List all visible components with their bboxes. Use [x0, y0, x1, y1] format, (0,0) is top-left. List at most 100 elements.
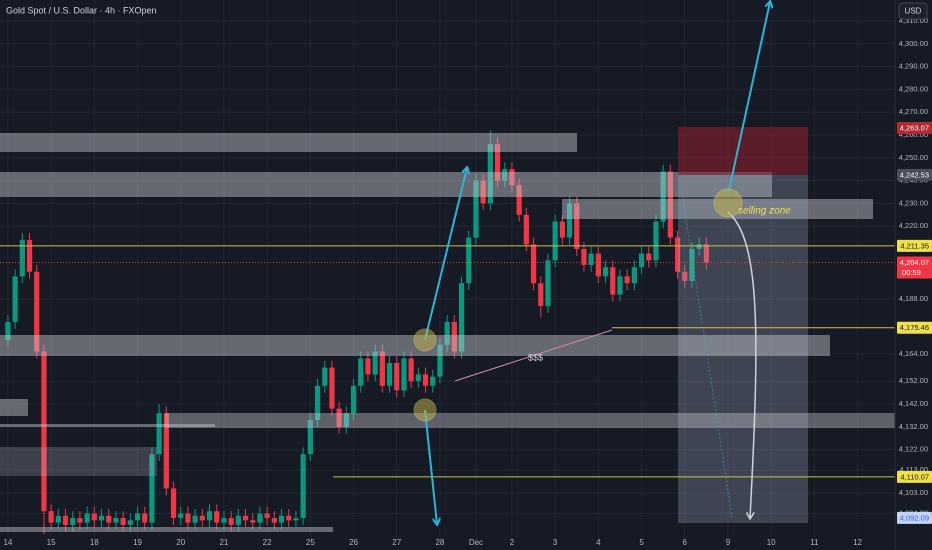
- y-tick-label: 4,113.00: [899, 465, 928, 474]
- candle-body: [91, 513, 97, 521]
- candle-body: [178, 513, 184, 519]
- candle-body: [41, 351, 47, 512]
- y-tick-label: 4,152.00: [899, 376, 928, 385]
- x-tick-label: 12: [853, 538, 862, 547]
- candle-body: [350, 385, 357, 414]
- candle-body: [235, 515, 241, 525]
- x-tick-label: 11: [810, 538, 819, 547]
- currency-button[interactable]: [898, 2, 928, 20]
- candle-body: [394, 363, 400, 391]
- candle-body: [682, 271, 688, 281]
- candle-body: [516, 185, 522, 215]
- circle: [413, 328, 437, 352]
- candle-body: [545, 260, 551, 307]
- price-label-box: [897, 239, 932, 252]
- y-tick-label: 4,132.00: [899, 422, 928, 431]
- price-label: 4,092.09: [900, 513, 929, 522]
- y-tick-label: 4,250.00: [899, 153, 928, 162]
- candle-body: [221, 518, 227, 523]
- x-tick-label: 18: [90, 538, 99, 547]
- x-axis: 14 15 18 19 20 21 22 25 26 27 28 Dec 2 3 4 5 6 9 10 11 12: [3, 538, 862, 547]
- candle-body: [34, 271, 40, 352]
- candle-body: [278, 515, 285, 523]
- x-tick-label: 26: [349, 538, 358, 547]
- candle-body: [55, 515, 61, 523]
- price-label-box: [897, 122, 932, 135]
- stop-zone: [678, 127, 808, 175]
- price-label: 4,263.07: [900, 123, 929, 132]
- candle-body: [163, 413, 169, 489]
- candle-body: [12, 276, 18, 322]
- x-tick-label: 10: [767, 538, 776, 547]
- candle-body: [415, 374, 421, 382]
- candle-body: [48, 511, 54, 523]
- candle-body: [487, 144, 493, 204]
- candle-body: [703, 244, 709, 263]
- candle-body: [566, 203, 573, 238]
- x-tick-label: 2: [510, 538, 515, 547]
- price-label-box: [897, 470, 932, 483]
- y-tick-label: 4,103.00: [899, 488, 928, 497]
- zone: [0, 424, 215, 427]
- x-tick-label: 6: [683, 538, 688, 547]
- candle-body: [271, 518, 277, 523]
- grid: [0, 0, 895, 540]
- candle-body: [638, 253, 645, 268]
- candle-body: [437, 344, 443, 377]
- candle-body: [149, 454, 155, 523]
- y-tick-label: 4,280.00: [899, 84, 928, 93]
- candle-body: [602, 267, 609, 277]
- candle-body: [523, 214, 529, 245]
- candle-body: [538, 283, 544, 307]
- candle-body: [322, 367, 328, 386]
- countdown: 00:59: [902, 268, 921, 277]
- candle-body: [430, 376, 436, 386]
- candle-body: [70, 518, 76, 525]
- candle-body: [372, 351, 378, 375]
- candle-body: [530, 244, 537, 284]
- candle-body: [170, 488, 177, 519]
- price-label: 4,242.53: [900, 170, 929, 179]
- x-tick-label: 5: [639, 538, 644, 547]
- x-tick-label: 22: [263, 538, 272, 547]
- circle: [713, 188, 743, 218]
- annotation: $$$: [528, 352, 543, 362]
- candle-body: [509, 169, 515, 186]
- candle-body: [19, 239, 25, 277]
- candle-body: [458, 283, 465, 352]
- candle-body: [300, 454, 306, 519]
- candle-body: [113, 518, 119, 523]
- y-tick-label: 4,260.00: [899, 130, 928, 139]
- x-tick-label: 3: [553, 538, 558, 547]
- candle-body: [228, 518, 234, 525]
- candle-body: [185, 513, 191, 523]
- circle: [413, 398, 437, 422]
- candle-body: [451, 321, 457, 352]
- annotation: selling zone: [738, 206, 791, 217]
- price-label-box: [897, 511, 932, 524]
- y-tick-label: 4,270.00: [899, 107, 928, 116]
- candle-body: [206, 511, 213, 521]
- candle-body: [696, 244, 702, 250]
- candle-body: [106, 515, 112, 523]
- x-tick-label: 27: [392, 538, 401, 547]
- candle-body: [466, 237, 472, 284]
- candle-body: [242, 515, 249, 521]
- candle-body: [142, 513, 148, 523]
- x-tick-label: 21: [219, 538, 228, 547]
- candle-body: [343, 413, 349, 427]
- y-tick-label: 4,122.00: [899, 445, 928, 454]
- x-tick-label: 4: [596, 538, 601, 547]
- drawings: selling zone $$$: [413, 2, 791, 524]
- y-tick-label: 4,164.00: [899, 349, 928, 358]
- zone: [0, 172, 772, 197]
- x-tick-label: 9: [726, 538, 731, 547]
- chart-title: Gold Spot / U.S. Dollar · 4h · FXOpen: [6, 5, 157, 15]
- currency[interactable]: USD: [905, 7, 922, 16]
- y-tick-label: 4,220.00: [899, 221, 928, 230]
- candle-body: [408, 358, 414, 382]
- candle-body: [84, 513, 90, 523]
